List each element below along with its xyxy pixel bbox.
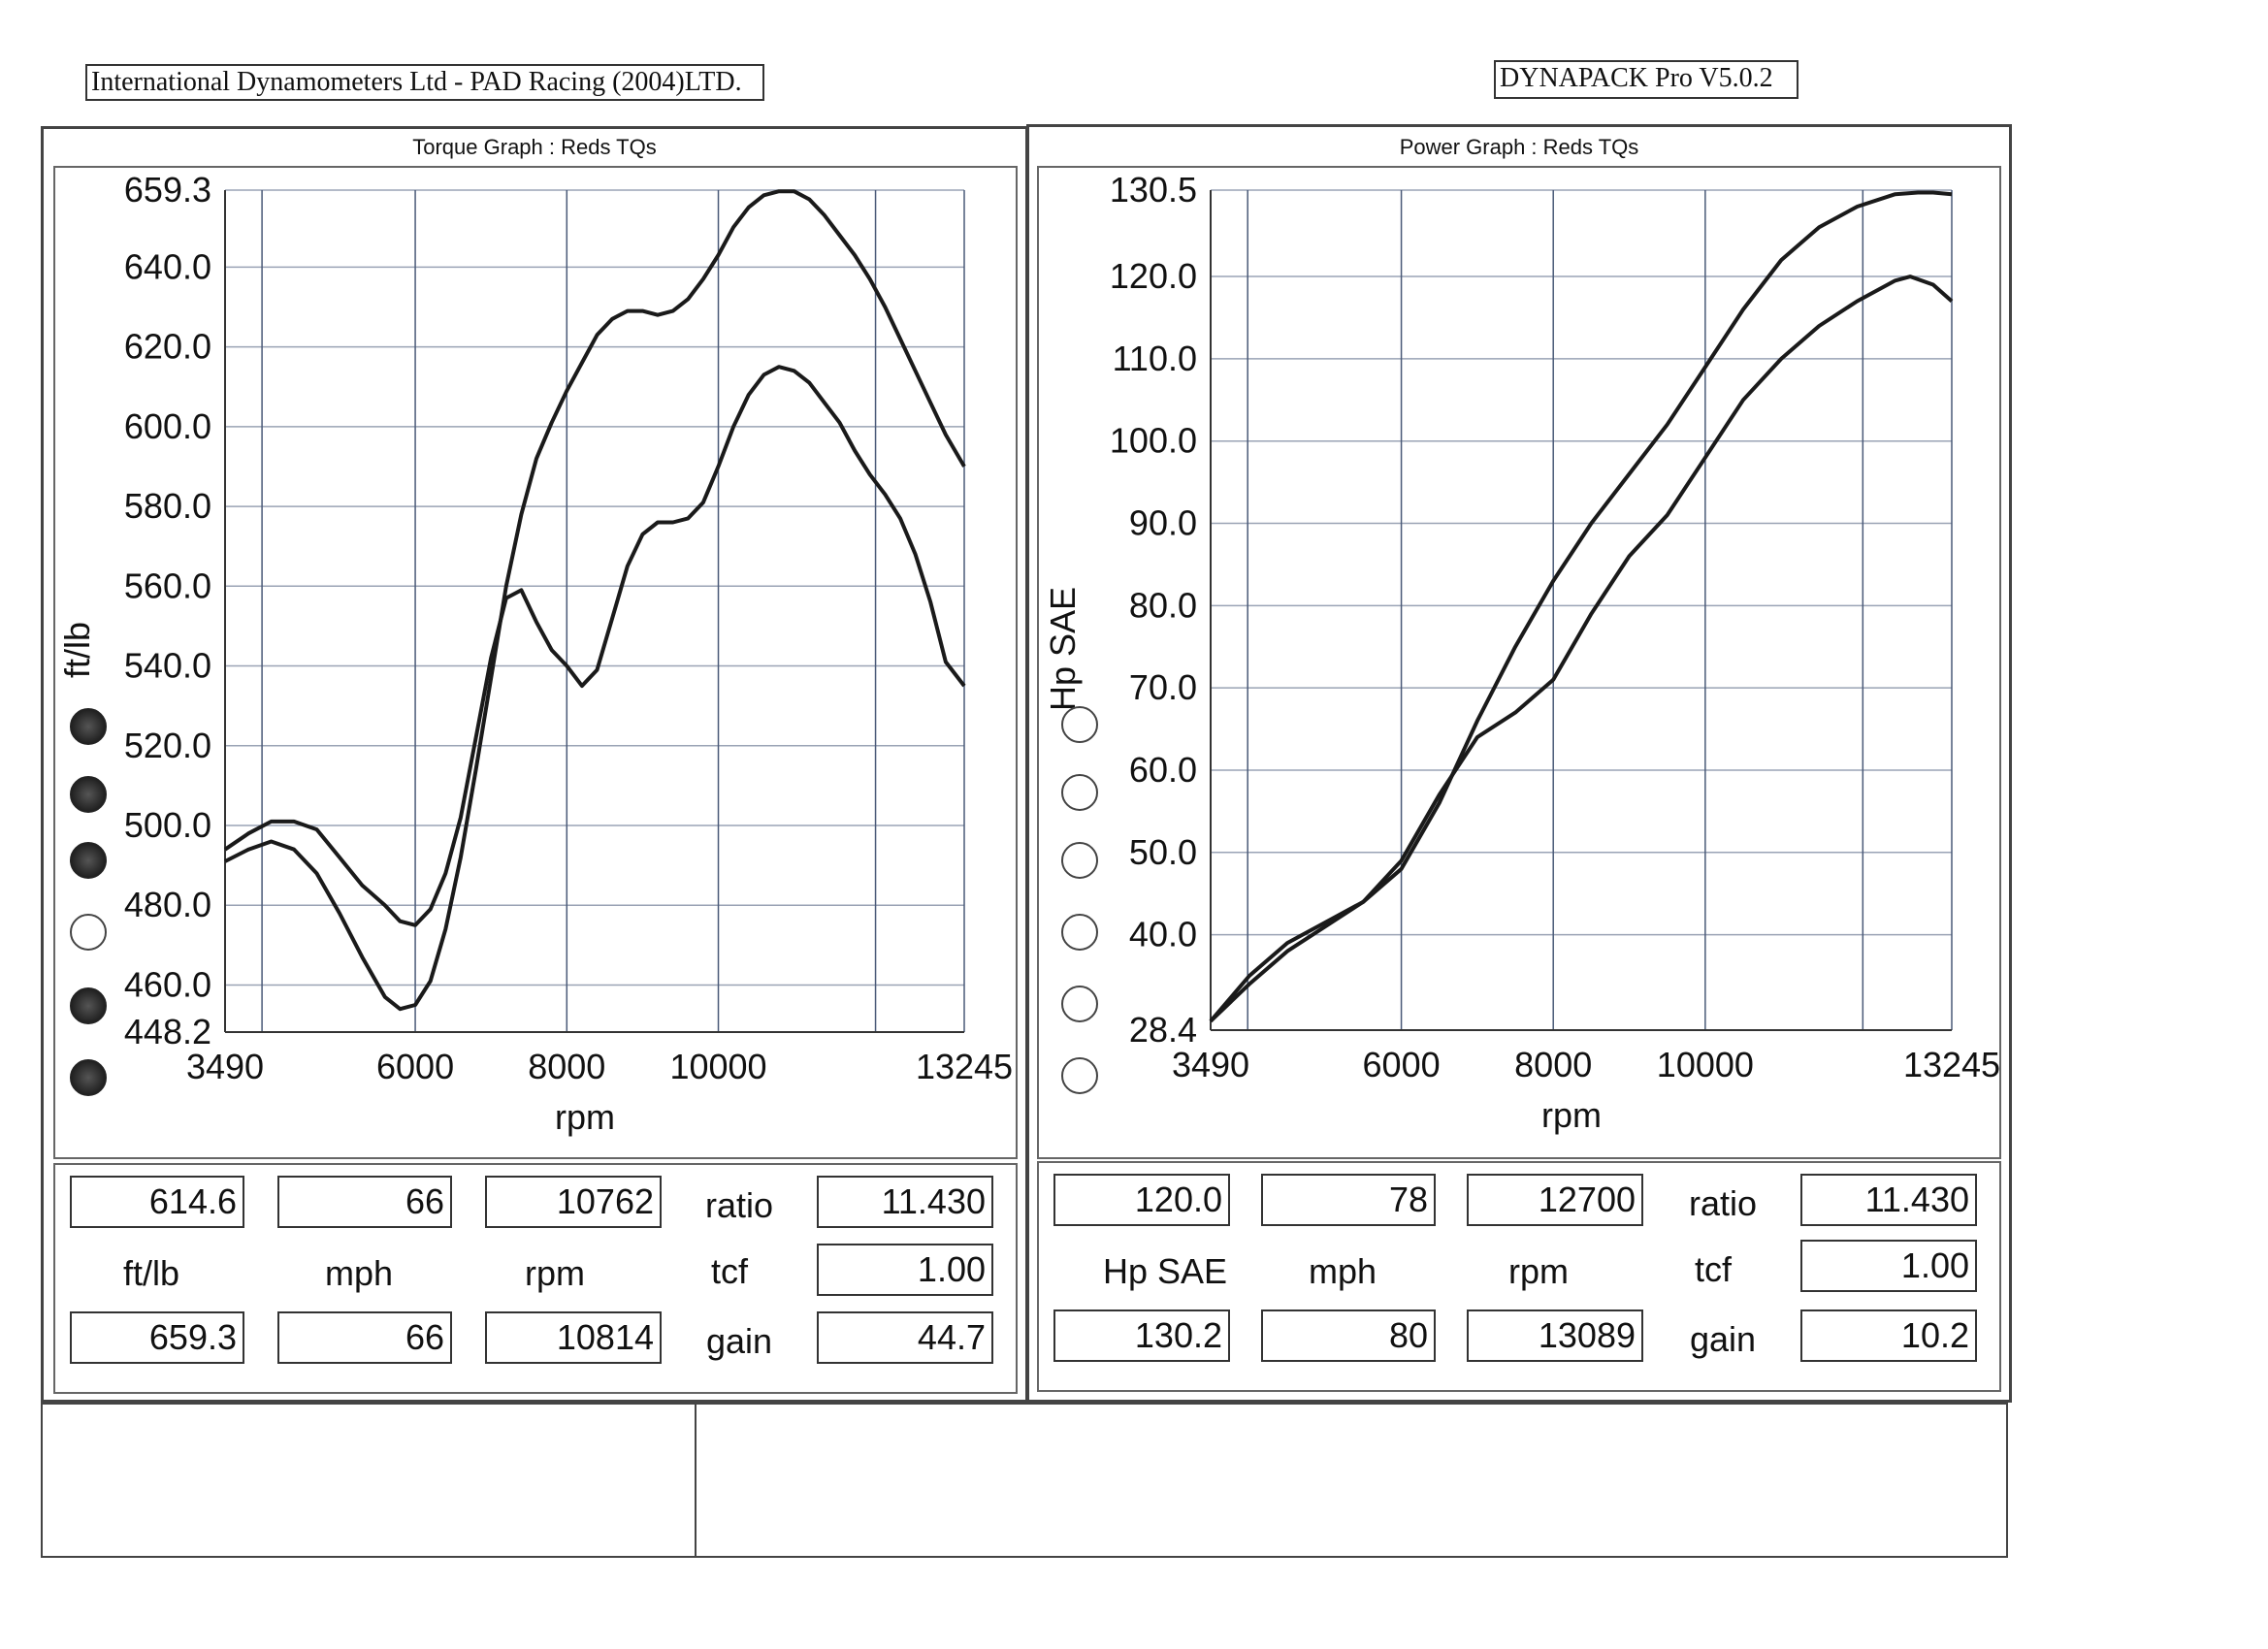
torque-gain-value: 44.7 (817, 1311, 993, 1364)
power-series-radio-6[interactable] (1061, 1057, 1098, 1094)
torque-readout-current-mph: 66 (277, 1176, 452, 1228)
power-series-radio-5[interactable] (1061, 986, 1098, 1022)
torque-series-radio-3[interactable] (70, 842, 107, 879)
torque-series-radio-5[interactable] (70, 987, 107, 1024)
power-series-radio-4[interactable] (1061, 914, 1098, 951)
torque-tcf-value: 1.00 (817, 1244, 993, 1296)
torque-series-radio-6[interactable] (70, 1059, 107, 1096)
torque-readout-peak-mph: 66 (277, 1311, 452, 1364)
torque-readout-peak-value: 659.3 (70, 1311, 244, 1364)
power-series-radio-2[interactable] (1061, 774, 1098, 811)
header-right-title: DYNAPACK Pro V5.0.2 (1494, 60, 1798, 99)
power-rpm-label: rpm (1508, 1251, 1569, 1291)
power-tcf-value: 1.00 (1800, 1240, 1977, 1292)
header-left-title: International Dynamometers Ltd - PAD Rac… (85, 64, 764, 101)
torque-tcf-label: tcf (710, 1251, 748, 1291)
power-gain-label: gain (1689, 1319, 1757, 1359)
power-readout-current-rpm: 12700 (1467, 1174, 1643, 1226)
footer-notes-left (41, 1403, 697, 1558)
power-graph-frame (1037, 166, 2001, 1159)
power-series-radio-1[interactable] (1061, 706, 1098, 743)
torque-readout-peak-rpm: 10814 (485, 1311, 662, 1364)
torque-graph-frame (53, 166, 1018, 1159)
power-readout-peak-value: 130.2 (1053, 1310, 1230, 1362)
power-unit-label: Hp SAE (1102, 1251, 1228, 1291)
torque-gain-label: gain (705, 1321, 773, 1361)
power-readout-peak-rpm: 13089 (1467, 1310, 1643, 1362)
power-mph-label: mph (1308, 1251, 1377, 1291)
torque-graph-title: Torque Graph : Reds TQs (412, 135, 657, 159)
torque-series-radio-4[interactable] (70, 914, 107, 951)
torque-ratio-value: 11.430 (817, 1176, 993, 1228)
torque-unit-label: ft/lb (122, 1253, 180, 1293)
footer-notes-right (695, 1403, 2008, 1558)
torque-mph-label: mph (324, 1253, 394, 1293)
torque-series-radio-1[interactable] (70, 708, 107, 745)
power-tcf-label: tcf (1694, 1249, 1732, 1289)
power-ratio-label: ratio (1688, 1183, 1758, 1223)
torque-rpm-label: rpm (525, 1253, 585, 1293)
power-readout-frame (1037, 1161, 2001, 1392)
power-readout-peak-mph: 80 (1261, 1310, 1436, 1362)
power-gain-value: 10.2 (1800, 1310, 1977, 1362)
power-readout-current-value: 120.0 (1053, 1174, 1230, 1226)
torque-ratio-label: ratio (704, 1185, 774, 1225)
torque-series-radio-2[interactable] (70, 776, 107, 813)
torque-readout-current-value: 614.6 (70, 1176, 244, 1228)
power-series-radio-3[interactable] (1061, 842, 1098, 879)
power-ratio-value: 11.430 (1800, 1174, 1977, 1226)
power-graph-title: Power Graph : Reds TQs (1399, 135, 1639, 159)
torque-readout-frame (53, 1163, 1018, 1394)
torque-readout-current-rpm: 10762 (485, 1176, 662, 1228)
power-readout-current-mph: 78 (1261, 1174, 1436, 1226)
